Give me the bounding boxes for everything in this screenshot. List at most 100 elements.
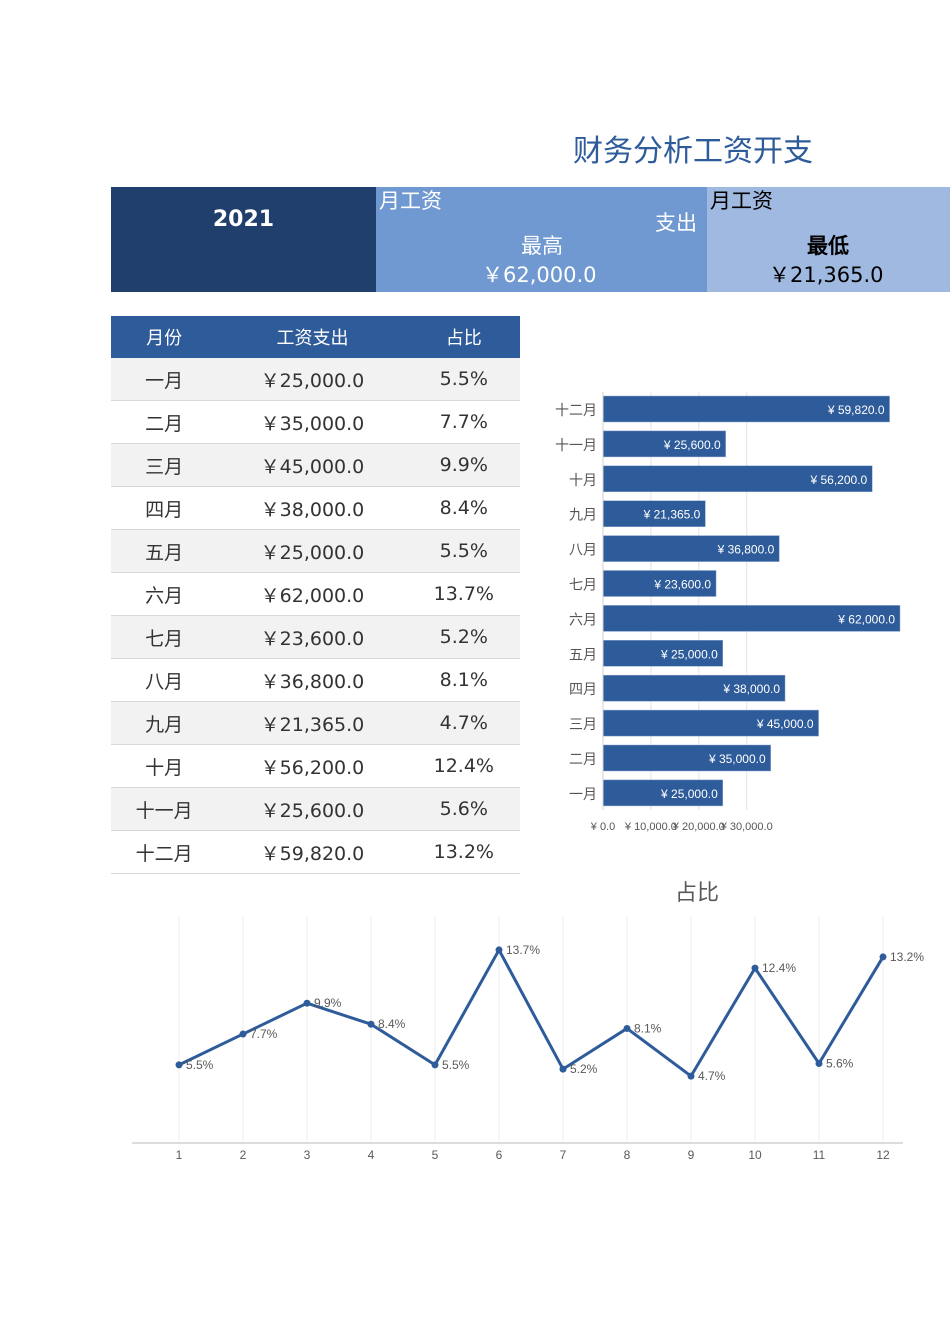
lowest-salary-card: 月工资 最低 ￥21,365.0 [707,187,950,292]
data-point [367,1020,375,1028]
table-row: 二月 ￥35,000.0 7.7% [111,400,520,444]
series-line [178,948,885,1078]
x-tick-label: 8 [624,1148,631,1162]
data-label: 5.6% [826,1056,854,1070]
data-point [175,1061,183,1069]
x-tick-label: 7 [560,1148,567,1162]
table-row: 十一月 ￥25,600.0 5.6% [111,787,520,831]
y-category-label: 六月 [569,611,597,627]
highest-salary-card: 月工资 支出 最高 ￥62,000.0 [376,187,707,292]
table-row: 五月 ￥25,000.0 5.5% [111,529,520,573]
data-label: 13.2% [890,950,924,964]
table-row: 三月 ￥45,000.0 9.9% [111,443,520,487]
ratio-cell: 12.4% [407,744,520,788]
table-row: 八月 ￥36,800.0 8.1% [111,658,520,702]
data-point [239,1030,247,1038]
x-tick-label: ¥ 20,000.0 [672,821,725,833]
bar [602,570,717,597]
y-category-label: 七月 [569,577,597,593]
salary-cell: ￥59,820.0 [217,830,408,874]
data-point [303,999,311,1007]
ratio-cell: 8.1% [407,658,520,702]
bar [602,395,890,423]
table-row: 七月 ￥23,600.0 5.2% [111,615,520,659]
table-row: 一月 ￥25,000.0 5.5% [111,358,520,401]
y-category-label: 十月 [569,472,597,488]
card-label: 月工资 [710,189,773,213]
y-category-label: 三月 [569,716,597,732]
salary-cell: ￥38,000.0 [217,486,408,530]
bar [602,744,771,772]
ratio-cell: 5.2% [407,615,520,659]
ratio-cell: 5.6% [407,787,520,831]
lowest-value: ￥21,365.0 [769,263,884,287]
data-point [751,964,759,972]
page-title: 财务分析工资开支 [573,134,813,169]
bar-data-label: ¥ 56,200.0 [809,473,867,487]
data-label: 9.9% [314,996,342,1010]
bar-data-label: ¥ 25,000.0 [660,787,718,801]
bar [602,709,819,737]
table-row: 十二月 ￥59,820.0 13.2% [111,830,520,874]
data-point [879,953,887,961]
salary-cell: ￥25,000.0 [217,529,408,573]
month-cell: 八月 [111,658,218,702]
month-cell: 一月 [111,358,218,401]
salary-cell: ￥36,800.0 [217,658,408,702]
data-label: 8.4% [378,1017,406,1031]
ratio-line-chart: 占比 1 2 3 4 5 6 7 8 9 10 11 12 5.5% 7.7% 9.9% 8.4% 5.5% 13.… [130,870,940,1170]
bar [602,465,873,493]
month-cell: 十月 [111,744,218,788]
salary-cell: ￥62,000.0 [217,572,408,616]
bar [602,535,780,562]
y-category-label: 五月 [569,646,597,662]
y-category-label: 十二月 [555,402,597,418]
card-label: 月工资 [379,189,442,213]
line-chart-svg: 占比1 2 3 4 5 6 7 8 9 10 11 125.5%7.7%9.9%8.4%5.5%13.… [132,880,924,1162]
chart-title: 占比 [675,880,719,905]
table-row: 九月 ￥21,365.0 4.7% [111,701,520,745]
data-label: 7.7% [250,1027,278,1041]
salary-cell: ￥45,000.0 [217,443,408,487]
x-tick-label: 5 [432,1148,439,1162]
column-header: 工资支出 [217,316,408,358]
column-header: 占比 [407,316,520,358]
bar-data-label: ¥ 59,820.0 [827,403,885,417]
data-label: 5.5% [442,1058,470,1072]
x-tick-label: 9 [688,1148,695,1162]
y-category-label: 一月 [569,786,597,802]
ratio-cell: 8.4% [407,486,520,530]
month-cell: 五月 [111,529,218,573]
salary-cell: ￥35,000.0 [217,400,408,444]
data-label: 13.7% [506,943,540,957]
x-tick-label: ¥ 10,000.0 [624,821,677,833]
salary-table: 月份 工资支出 占比 一月 ￥25,000.0 5.5% 二月 ￥35,000.0 7.7% 三… [111,316,520,874]
bar [602,500,706,527]
salary-cell: ￥25,000.0 [217,358,408,401]
month-cell: 四月 [111,486,218,530]
card-label: 最高 [521,234,563,258]
data-point [815,1059,823,1067]
ratio-cell: 13.7% [407,572,520,616]
bar-data-label: ¥ 62,000.0 [837,612,895,626]
year-card: 2021 [111,187,376,292]
table-row: 六月 ￥62,000.0 13.7% [111,572,520,616]
highest-value: ￥62,000.0 [482,263,597,287]
x-tick-label: 12 [876,1148,890,1162]
data-label: 8.1% [634,1021,662,1035]
bar-data-label: ¥ 25,600.0 [663,438,721,452]
month-cell: 六月 [111,572,218,616]
data-point [495,946,503,954]
data-label: 4.7% [698,1069,726,1083]
y-category-label: 二月 [569,751,597,767]
bar [602,779,724,807]
x-tick-label: 11 [813,1148,826,1162]
x-tick-label: 6 [496,1148,503,1162]
table-row: 四月 ￥38,000.0 8.4% [111,486,520,530]
y-category-label: 四月 [569,681,597,697]
x-tick-label: 10 [748,1148,762,1162]
bar-data-label: ¥ 23,600.0 [653,578,711,592]
ratio-cell: 7.7% [407,400,520,444]
x-tick-label: 2 [240,1148,247,1162]
x-tick-label: ¥ 0.0 [590,821,615,833]
